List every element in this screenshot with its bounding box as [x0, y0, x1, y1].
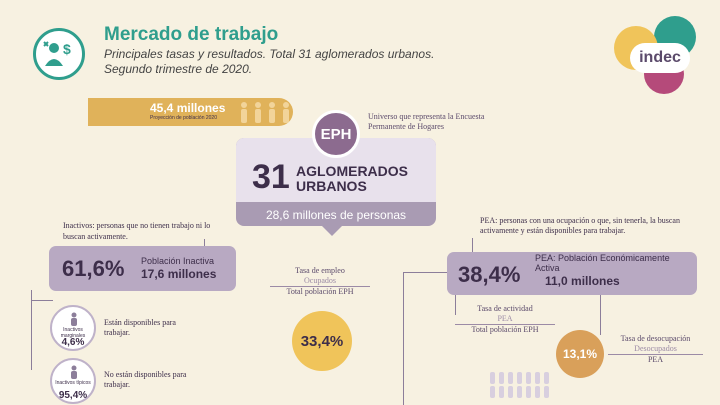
people-icon: [241, 102, 289, 123]
pea-box: [447, 252, 697, 295]
eph-badge: EPH: [312, 110, 360, 158]
pea-value: 11,0 millones: [545, 274, 620, 288]
aglomerados-number: 31: [252, 158, 290, 196]
worker-money-icon: $: [33, 28, 85, 80]
desocupacion-title: Tasa de desocupación: [620, 334, 691, 343]
person-icon: [71, 312, 77, 326]
page-subtitle: Principales tasas y resultados. Total 31…: [104, 47, 435, 76]
empleo-value: 33,4%: [292, 311, 352, 371]
marginales-label: Inactivos marginales: [60, 327, 86, 339]
empleo-ratio: Tasa de empleo Ocupados Total población …: [270, 266, 370, 297]
pea-label: PEA: Población Económicamente Activa: [535, 253, 670, 273]
connector-line: [403, 272, 447, 273]
connector-line: [31, 290, 32, 370]
population-label: Proyección de población 2020: [150, 115, 217, 121]
connector-line: [31, 300, 53, 301]
actividad-denominator: Total población EPH: [455, 324, 555, 335]
marginales-percent: 4,6%: [61, 337, 85, 348]
svg-text:$: $: [63, 41, 71, 57]
actividad-title: Tasa de actividad: [477, 304, 533, 313]
indec-logo: indec: [614, 16, 702, 96]
connector-line: [472, 238, 473, 252]
inactivos-percent: 61,6%: [62, 256, 125, 281]
population-number: 45,4 millones: [150, 101, 226, 115]
logo-text: indec: [630, 43, 690, 73]
aglomerados-label: AGLOMERADOS URBANOS: [296, 163, 408, 194]
connector-line: [403, 272, 404, 405]
connector-line: [600, 295, 601, 335]
inactivos-value: 17,6 millones: [141, 267, 217, 281]
tipicos-label: Inactivos típicos: [55, 380, 91, 386]
eph-description: Universo que representa la Encuesta Perm…: [368, 112, 485, 131]
connector-line: [455, 295, 456, 315]
desocupacion-ratio: Tasa de desocupación Desocupados PEA: [608, 334, 703, 365]
people-icon: [490, 372, 549, 398]
empleo-denominator: Total población EPH: [270, 286, 370, 297]
desocupacion-value: 13,1%: [556, 330, 604, 378]
tipicos-percent: 95,4%: [58, 390, 88, 401]
tipicos-circle: Inactivos típicos 95,4%: [50, 358, 96, 404]
inactivos-description: Inactivos: personas que no tienen trabaj…: [63, 221, 211, 241]
connector-line: [204, 239, 205, 247]
page-title: Mercado de trabajo: [104, 24, 279, 45]
empleo-title: Tasa de empleo: [295, 266, 345, 275]
tipicos-text: No están disponibles para trabajar.: [104, 370, 187, 389]
marginales-circle: Inactivos marginales 4,6%: [50, 305, 96, 351]
central-pointer: [320, 224, 344, 236]
pea-percent: 38,4%: [458, 262, 521, 287]
total-persons: 28,6 millones de personas: [265, 208, 407, 222]
desocupacion-numerator: Desocupados: [634, 344, 677, 353]
marginales-text: Están disponibles para trabajar.: [104, 318, 176, 337]
inactivos-label: Población Inactiva: [141, 256, 215, 266]
person-icon: [71, 365, 77, 379]
actividad-ratio: Tasa de actividad PEA Total población EP…: [455, 304, 555, 335]
desocupacion-denominator: PEA: [608, 354, 703, 365]
inactivos-box: [49, 246, 236, 291]
actividad-numerator: PEA: [497, 314, 513, 323]
empleo-numerator: Ocupados: [304, 276, 336, 285]
pea-description: PEA: personas con una ocupación o que, s…: [480, 216, 680, 235]
